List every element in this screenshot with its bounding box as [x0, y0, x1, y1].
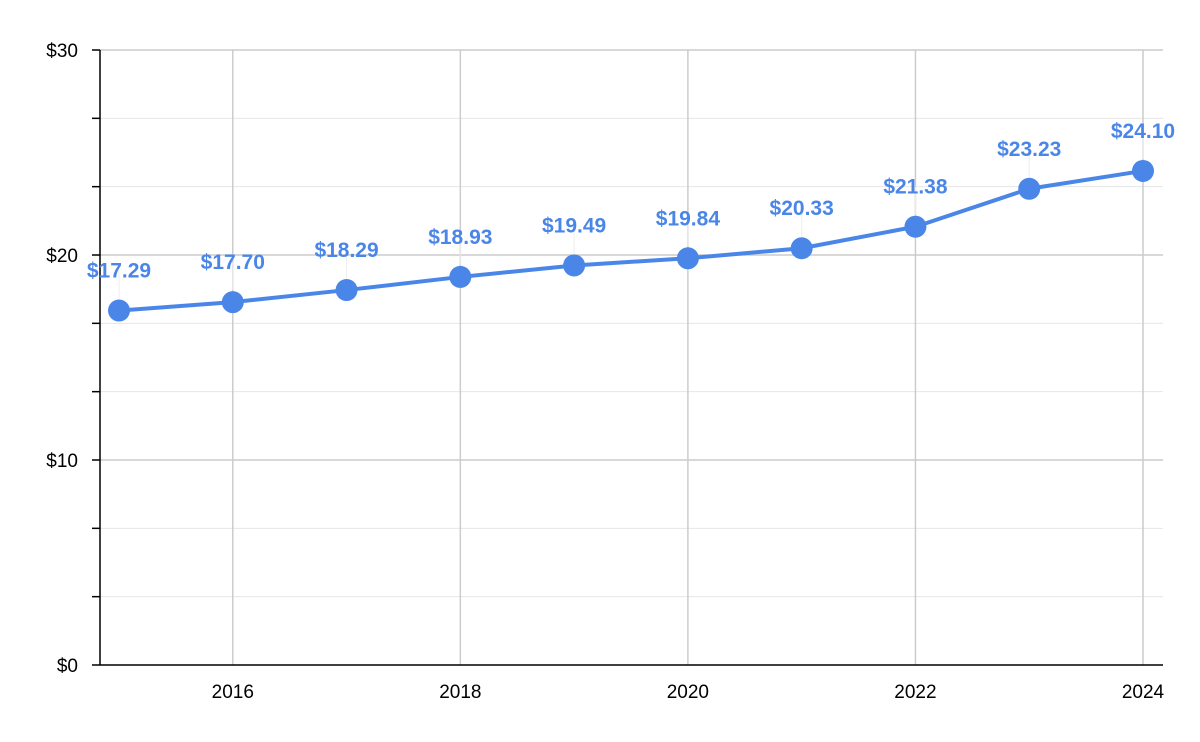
- y-tick-label: $10: [46, 451, 78, 472]
- data-label: $18.29: [314, 239, 378, 262]
- data-label: $19.49: [542, 214, 606, 237]
- y-tick-label: $20: [46, 246, 78, 267]
- data-label: $18.93: [428, 226, 492, 249]
- data-labels: $17.29 $17.70 $18.29 $18.93 $19.49 $19.84 $20.…: [87, 120, 1175, 283]
- data-label: $20.33: [770, 197, 834, 220]
- x-tick-label: 2024: [1122, 682, 1165, 703]
- series-line: [118, 168, 1144, 313]
- data-point: [676, 247, 699, 270]
- data-label: $21.38: [883, 176, 948, 199]
- x-tick-label: 2016: [212, 682, 254, 703]
- y-tick-label: $30: [46, 41, 78, 62]
- grid-lines: [100, 49, 1163, 665]
- data-point: [790, 237, 813, 260]
- data-point: [1132, 159, 1154, 182]
- data-point: [449, 265, 472, 288]
- data-point: [563, 254, 586, 277]
- data-point: [335, 279, 358, 302]
- x-tick-label: 2018: [439, 682, 481, 703]
- series-group: [108, 130, 1154, 322]
- y-tick-label: $0: [57, 656, 78, 677]
- y-axis-ticks: $0 $10 $20 $30: [46, 41, 78, 677]
- axes: [92, 49, 1163, 666]
- x-tick-label: 2022: [894, 682, 936, 703]
- data-point: [108, 299, 130, 322]
- data-label: $19.84: [656, 207, 721, 230]
- data-label: $24.10: [1111, 120, 1175, 143]
- x-axis-ticks: 2016 2018 2020 2022 2024: [212, 682, 1165, 703]
- data-label: $23.23: [997, 138, 1061, 161]
- data-label: $17.29: [87, 260, 151, 283]
- data-point: [1018, 177, 1041, 200]
- data-point: [221, 291, 244, 314]
- x-tick-label: 2020: [667, 682, 709, 703]
- data-point: [904, 215, 927, 238]
- data-label: $17.70: [201, 251, 265, 274]
